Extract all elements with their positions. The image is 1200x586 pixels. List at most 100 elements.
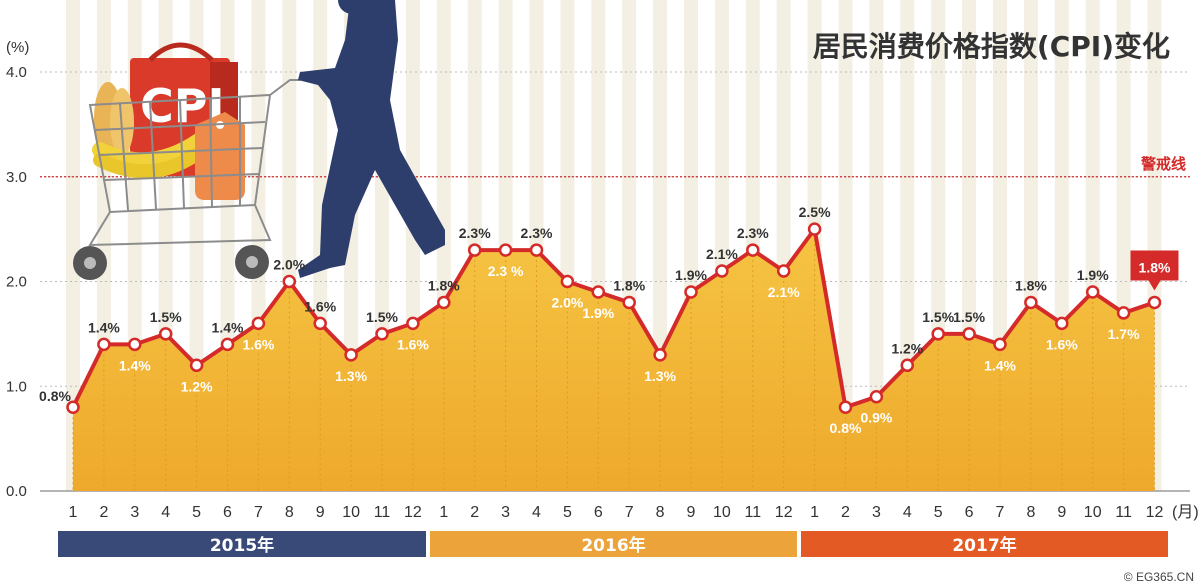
data-point xyxy=(622,295,636,310)
data-label: 1.9% xyxy=(1077,267,1109,283)
x-tick-label: 4 xyxy=(532,504,541,521)
data-labels: 0.8%1.4%1.4%1.5%1.2%1.4%1.6%2.0%1.6%1.3%… xyxy=(39,204,1179,436)
x-tick-label: 5 xyxy=(563,504,572,521)
stripe xyxy=(66,0,80,491)
highlight-label: 1.8% xyxy=(1139,259,1171,275)
data-point xyxy=(838,400,853,414)
data-point xyxy=(993,337,1007,352)
year-bar xyxy=(58,531,426,557)
data-point xyxy=(251,316,266,331)
data-label: 1.8% xyxy=(613,277,645,293)
data-point xyxy=(746,243,760,257)
shopper-silhouette xyxy=(298,0,445,278)
x-tick-label: 3 xyxy=(130,504,139,521)
data-point xyxy=(962,327,976,341)
data-label: 1.8% xyxy=(1015,277,1047,293)
data-label: 2.3% xyxy=(737,225,769,241)
data-label: 2.5% xyxy=(799,204,831,220)
cpi-area xyxy=(73,229,1155,491)
data-label: 2.3% xyxy=(459,225,491,241)
x-tick-label: 12 xyxy=(404,504,422,521)
data-label: 1.6% xyxy=(242,336,274,352)
data-point xyxy=(344,348,358,362)
stripe xyxy=(838,0,853,491)
data-point xyxy=(313,316,327,331)
data-markers xyxy=(66,222,1162,414)
data-label: 2.0% xyxy=(273,257,305,273)
x-tick-label: 1 xyxy=(810,504,819,521)
data-label: 1.3% xyxy=(644,368,676,384)
x-tick-label: 9 xyxy=(1057,504,1066,521)
year-bar xyxy=(430,531,797,557)
x-tick-label: 9 xyxy=(687,504,696,521)
data-label: 1.9% xyxy=(675,267,707,283)
x-tick-label: 10 xyxy=(713,504,731,521)
data-point xyxy=(560,274,575,289)
data-label: 1.2% xyxy=(891,340,923,356)
y-axis-unit: (%) xyxy=(6,39,29,56)
data-label: 1.3% xyxy=(335,368,367,384)
x-tick-label: 7 xyxy=(254,504,263,521)
year-bar xyxy=(801,531,1168,557)
data-label: 1.7% xyxy=(1108,326,1140,342)
year-label: 2016年 xyxy=(581,535,645,556)
x-tick-label: 4 xyxy=(903,504,912,521)
y-tick-label: 4.0 xyxy=(6,64,27,81)
x-tick-label: 1 xyxy=(439,504,448,521)
data-point xyxy=(776,264,791,278)
x-tick-label: 4 xyxy=(161,504,170,521)
data-point xyxy=(406,316,420,331)
data-label: 1.4% xyxy=(984,357,1016,373)
x-tick-label: 5 xyxy=(934,504,943,521)
data-label: 0.9% xyxy=(860,410,892,426)
x-tick-label: 10 xyxy=(342,504,360,521)
year-label: 2015年 xyxy=(210,535,274,556)
data-label: 0.8% xyxy=(39,388,71,404)
data-point xyxy=(684,285,698,299)
warning-line-label: 警戒线 xyxy=(1140,155,1186,173)
data-point xyxy=(1024,295,1038,310)
data-point xyxy=(282,274,297,289)
x-tick-label: 6 xyxy=(223,504,232,521)
x-tick-label: 3 xyxy=(872,504,881,521)
data-point xyxy=(931,327,945,341)
data-label: 1.5% xyxy=(922,309,954,325)
data-point xyxy=(869,389,884,404)
data-point xyxy=(220,337,235,352)
x-tick-label: 7 xyxy=(625,504,634,521)
y-tick-label: 3.0 xyxy=(6,169,27,186)
x-tick-label: 2 xyxy=(99,504,108,521)
x-tick-label: 12 xyxy=(775,504,793,521)
data-point xyxy=(715,264,729,278)
data-label: 1.5% xyxy=(366,309,398,325)
data-label: 1.4% xyxy=(88,319,120,335)
data-label: 1.4% xyxy=(212,319,244,335)
data-point xyxy=(158,327,173,341)
y-tick-label: 2.0 xyxy=(6,274,27,291)
x-tick-label: 5 xyxy=(192,504,201,521)
data-point xyxy=(1085,285,1100,299)
data-label: 1.9% xyxy=(582,305,614,321)
data-point xyxy=(66,400,80,414)
x-tick-label: 1 xyxy=(69,504,78,521)
x-tick-label: 2 xyxy=(841,504,850,521)
data-point xyxy=(498,243,513,257)
year-bars: 2015年 2016年 2017年 xyxy=(58,531,1168,557)
y-tick-label: 1.0 xyxy=(6,378,27,395)
data-point xyxy=(128,337,142,352)
x-tick-label: 6 xyxy=(594,504,603,521)
data-point xyxy=(900,358,915,373)
data-point xyxy=(375,327,389,341)
data-label: 1.6% xyxy=(304,298,336,314)
warning-line-group: 警戒线 xyxy=(40,155,1190,178)
data-point xyxy=(97,337,111,352)
data-point xyxy=(653,348,667,362)
data-label: 1.2% xyxy=(181,378,213,394)
data-label: 1.4% xyxy=(119,357,151,373)
data-label: 2.3 % xyxy=(488,263,524,279)
x-tick-label: 8 xyxy=(1026,504,1035,521)
data-label: 1.8% xyxy=(428,277,460,293)
x-tick-label: 11 xyxy=(1115,504,1132,521)
